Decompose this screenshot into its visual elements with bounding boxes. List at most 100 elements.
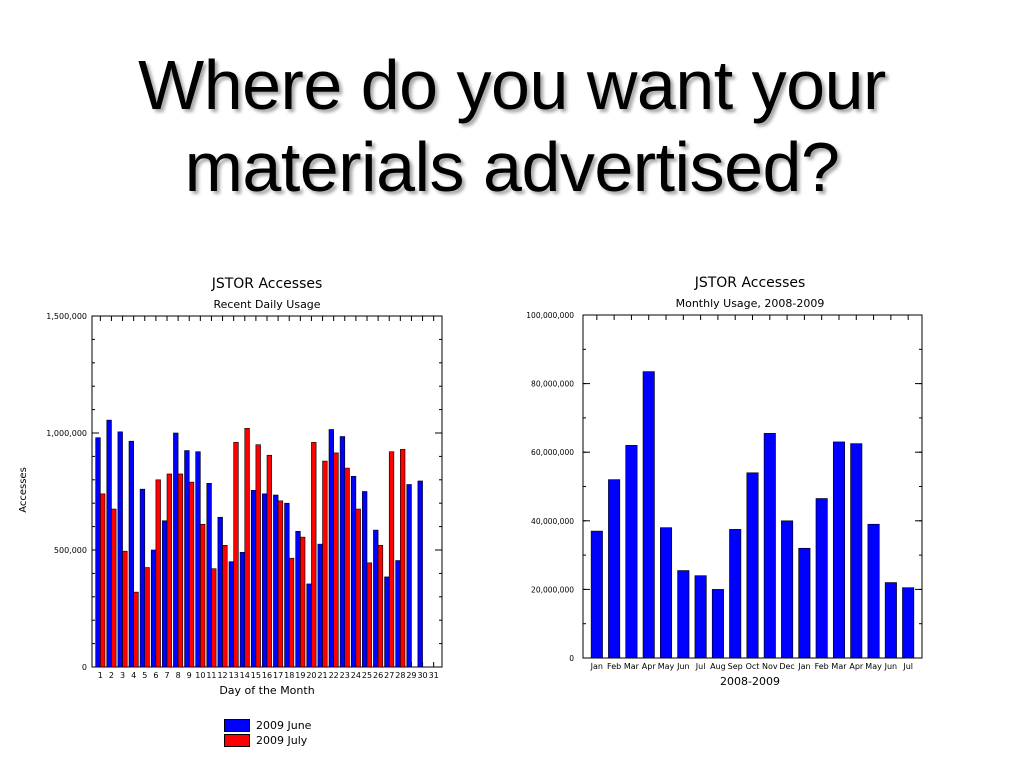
bar-july bbox=[233, 442, 239, 668]
daily-xtick-label: 25 bbox=[362, 671, 372, 680]
daily-xtick-label: 6 bbox=[153, 671, 158, 680]
bar-june bbox=[339, 436, 346, 668]
monthly-xtick-label: Oct bbox=[746, 662, 760, 671]
bar-monthly bbox=[711, 589, 724, 659]
daily-chart-legend: 2009 June 2009 July bbox=[224, 718, 311, 748]
daily-xtick-label: 8 bbox=[176, 671, 181, 680]
monthly-xtick-label: Jan bbox=[590, 662, 603, 671]
bar-monthly bbox=[660, 527, 673, 659]
monthly-usage-chart: JSTOR Accesses Monthly Usage, 2008-2009 … bbox=[526, 275, 923, 688]
bar-monthly bbox=[884, 582, 897, 659]
daily-ytick-label: 500,000 bbox=[54, 546, 87, 555]
bar-june bbox=[106, 419, 112, 668]
bar-monthly bbox=[642, 371, 655, 659]
monthly-xtick-label: May bbox=[865, 662, 882, 671]
bar-june bbox=[162, 520, 168, 668]
monthly-xtick-label: Mar bbox=[624, 662, 640, 671]
bar-july bbox=[344, 467, 350, 668]
daily-xtick-label: 30 bbox=[417, 671, 427, 680]
monthly-chart-subtitle: Monthly Usage, 2008-2009 bbox=[676, 297, 825, 310]
slide-title-line-1: Where do you want your bbox=[138, 46, 886, 124]
daily-xtick-label: 5 bbox=[142, 671, 147, 680]
legend-label-july: 2009 July bbox=[256, 734, 308, 747]
bar-monthly bbox=[677, 570, 690, 659]
bar-july bbox=[333, 452, 339, 668]
daily-xtick-label: 12 bbox=[217, 671, 227, 680]
bar-june bbox=[395, 560, 401, 668]
bar-july bbox=[388, 451, 395, 668]
daily-xtick-label: 11 bbox=[206, 671, 216, 680]
daily-xtick-label: 4 bbox=[131, 671, 136, 680]
bar-july bbox=[322, 460, 328, 668]
monthly-xtick-label: Feb bbox=[607, 662, 621, 671]
monthly-ytick-label: 40,000,000 bbox=[531, 517, 574, 526]
bar-july bbox=[377, 545, 384, 668]
bar-june bbox=[206, 483, 212, 668]
daily-xtick-label: 29 bbox=[406, 671, 416, 680]
bar-monthly bbox=[832, 441, 845, 659]
daily-xtick-label: 3 bbox=[120, 671, 125, 680]
monthly-xtick-label: Mar bbox=[831, 662, 847, 671]
bar-june bbox=[128, 440, 134, 668]
monthly-xtick-label: Aug bbox=[710, 662, 726, 671]
bar-june bbox=[406, 484, 412, 668]
daily-chart-ylabel: Accesses bbox=[18, 467, 29, 513]
bar-june bbox=[328, 429, 334, 668]
daily-usage-chart: JSTOR Accesses Recent Daily Usage Day of… bbox=[18, 276, 443, 697]
monthly-ytick-label: 80,000,000 bbox=[531, 380, 574, 389]
bar-june bbox=[139, 488, 146, 668]
monthly-xtick-label: Jun bbox=[884, 662, 898, 671]
daily-ytick-label: 1,000,000 bbox=[46, 429, 87, 438]
bar-june bbox=[228, 561, 234, 668]
bar-july bbox=[300, 536, 306, 668]
daily-xtick-label: 28 bbox=[395, 671, 405, 680]
monthly-ytick-label: 0 bbox=[569, 654, 574, 663]
monthly-xtick-label: Feb bbox=[815, 662, 829, 671]
daily-xtick-label: 21 bbox=[317, 671, 327, 680]
legend-swatch-july bbox=[224, 734, 250, 747]
bar-monthly bbox=[815, 498, 828, 659]
daily-xtick-label: 24 bbox=[351, 671, 361, 680]
daily-xtick-label: 2 bbox=[109, 671, 114, 680]
monthly-chart-axes bbox=[582, 314, 923, 659]
bar-monthly bbox=[850, 443, 863, 659]
daily-xtick-label: 18 bbox=[284, 671, 294, 680]
slide-title: Where do you want your materials adverti… bbox=[0, 44, 1024, 208]
daily-xtick-label: 27 bbox=[384, 671, 394, 680]
daily-xtick-label: 10 bbox=[195, 671, 205, 680]
bar-june bbox=[350, 475, 357, 668]
bar-july bbox=[155, 479, 161, 668]
legend-item-july: 2009 July bbox=[224, 733, 311, 748]
daily-xtick-label: 20 bbox=[306, 671, 316, 680]
bar-june bbox=[273, 494, 279, 668]
bar-july bbox=[200, 523, 206, 668]
legend-swatch-june bbox=[224, 719, 250, 732]
bar-monthly bbox=[763, 433, 776, 659]
daily-xtick-label: 7 bbox=[164, 671, 169, 680]
daily-xtick-label: 19 bbox=[295, 671, 305, 680]
daily-chart-title: JSTOR Accesses bbox=[211, 276, 323, 292]
monthly-chart-title: JSTOR Accesses bbox=[694, 275, 806, 291]
bar-july bbox=[211, 568, 217, 668]
bar-june bbox=[317, 543, 323, 668]
bar-june bbox=[239, 552, 246, 668]
monthly-xtick-label: Apr bbox=[642, 662, 657, 671]
bar-monthly bbox=[694, 575, 707, 659]
monthly-xtick-label: Jun bbox=[676, 662, 690, 671]
daily-xtick-label: 16 bbox=[262, 671, 272, 680]
bar-june bbox=[217, 516, 223, 668]
daily-ytick-label: 0 bbox=[82, 663, 87, 672]
bar-july bbox=[366, 562, 372, 668]
bar-june bbox=[362, 491, 368, 668]
bar-july bbox=[277, 500, 284, 668]
monthly-xtick-label: Dec bbox=[779, 662, 794, 671]
bar-july bbox=[166, 473, 172, 668]
bar-monthly bbox=[798, 547, 811, 659]
daily-xtick-label: 15 bbox=[251, 671, 261, 680]
monthly-chart-bars bbox=[590, 371, 915, 659]
bar-monthly bbox=[729, 529, 742, 659]
bar-monthly bbox=[867, 523, 880, 659]
bar-july bbox=[244, 428, 250, 668]
daily-xtick-label: 14 bbox=[240, 671, 250, 680]
